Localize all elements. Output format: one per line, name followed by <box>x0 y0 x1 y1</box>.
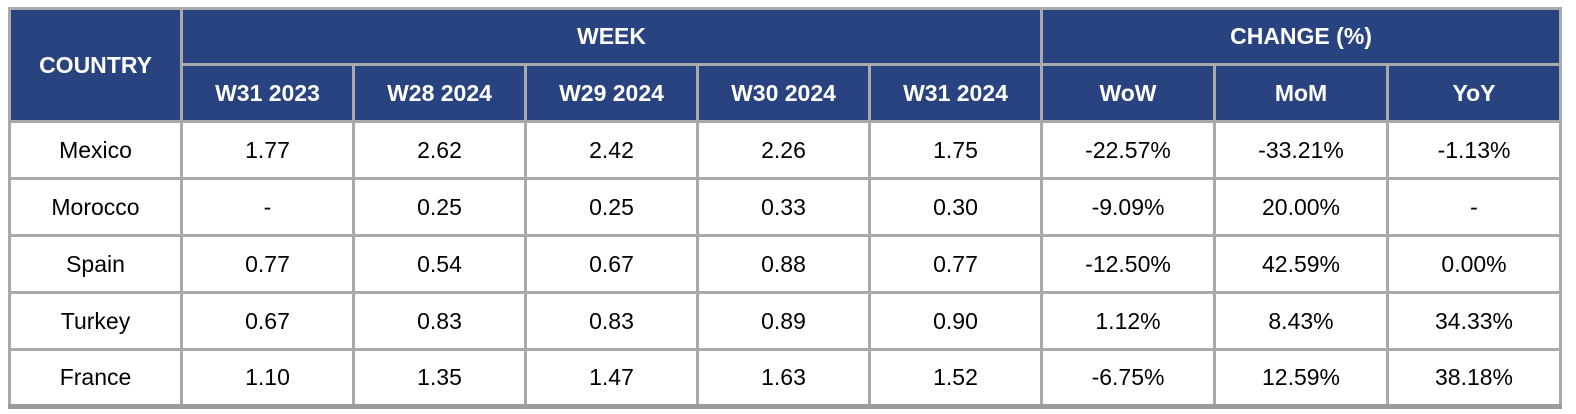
table-cell: -6.75% <box>1040 348 1216 409</box>
table-cell: 0.83 <box>524 291 699 351</box>
table-cell: -9.09% <box>1040 177 1216 237</box>
header-subhead-row: W31 2023 W28 2024 W29 2024 W30 2024 W31 … <box>10 63 1563 123</box>
column-group-week: WEEK <box>180 7 1043 66</box>
table-cell: 0.83 <box>352 291 527 351</box>
table-cell: 1.10 <box>180 348 355 409</box>
table-cell: 0.00% <box>1385 234 1563 294</box>
row-label: France <box>8 348 183 409</box>
column-group-change: CHANGE (%) <box>1039 7 1563 66</box>
table-cell: 1.77 <box>180 120 355 180</box>
table-cell: 2.42 <box>524 120 699 180</box>
table-cell: 0.77 <box>180 234 355 294</box>
table-cell: 8.43% <box>1213 291 1389 351</box>
table-cell: 2.62 <box>352 120 527 180</box>
column-header-w28-2024: W28 2024 <box>352 63 527 123</box>
table-cell: 0.77 <box>868 234 1043 294</box>
row-label: Morocco <box>8 177 183 237</box>
table-cell: 0.67 <box>180 291 355 351</box>
table-row-turkey: Turkey 0.67 0.83 0.83 0.89 0.90 1.12% 8.… <box>8 291 1563 351</box>
table-cell: -33.21% <box>1213 120 1389 180</box>
header-group-row: COUNTRY WEEK CHANGE (%) <box>8 7 1563 123</box>
table-body: Mexico 1.77 2.62 2.42 2.26 1.75 -22.57% … <box>8 120 1563 409</box>
table-cell: -22.57% <box>1040 120 1216 180</box>
column-header-w31-2023: W31 2023 <box>180 63 355 123</box>
table-cell: 42.59% <box>1213 234 1389 294</box>
table-cell: 0.67 <box>524 234 699 294</box>
table-cell: 0.25 <box>524 177 699 237</box>
table-cell: -1.13% <box>1385 120 1563 180</box>
table-cell: - <box>180 177 355 237</box>
table-cell: 1.75 <box>868 120 1043 180</box>
table-container: COUNTRY WEEK CHANGE (%) W31 2023 W28 202… <box>8 7 1563 409</box>
table-cell: 38.18% <box>1385 348 1563 409</box>
table-cell: 1.35 <box>352 348 527 409</box>
table-cell: 0.88 <box>696 234 871 294</box>
table-cell: 1.47 <box>524 348 699 409</box>
table-cell: 1.63 <box>696 348 871 409</box>
table-cell: 12.59% <box>1213 348 1389 409</box>
table-cell: 0.33 <box>696 177 871 237</box>
column-header-country: COUNTRY <box>8 7 183 123</box>
table-cell: 0.30 <box>868 177 1043 237</box>
table-cell: 0.54 <box>352 234 527 294</box>
column-header-yoy: YoY <box>1385 63 1563 123</box>
table-cell: 2.26 <box>696 120 871 180</box>
column-header-w30-2024: W30 2024 <box>696 63 871 123</box>
table-cell: 0.25 <box>352 177 527 237</box>
table-cell: 1.12% <box>1040 291 1216 351</box>
row-label: Spain <box>8 234 183 294</box>
table-header: COUNTRY WEEK CHANGE (%) W31 2023 W28 202… <box>8 7 1563 123</box>
table-cell: 0.89 <box>696 291 871 351</box>
table-row-spain: Spain 0.77 0.54 0.67 0.88 0.77 -12.50% 4… <box>8 234 1563 294</box>
column-header-mom: MoM <box>1213 63 1389 123</box>
row-label: Mexico <box>8 120 183 180</box>
table-cell: -12.50% <box>1040 234 1216 294</box>
table-cell: 20.00% <box>1213 177 1389 237</box>
table-row-morocco: Morocco - 0.25 0.25 0.33 0.30 -9.09% 20.… <box>8 177 1563 237</box>
country-week-change-table: COUNTRY WEEK CHANGE (%) W31 2023 W28 202… <box>8 7 1563 409</box>
table-cell: 0.90 <box>868 291 1043 351</box>
column-header-w29-2024: W29 2024 <box>524 63 699 123</box>
column-header-wow: WoW <box>1040 63 1216 123</box>
table-row-france: France 1.10 1.35 1.47 1.63 1.52 -6.75% 1… <box>8 348 1563 409</box>
table-cell: 34.33% <box>1385 291 1563 351</box>
column-header-w31-2024: W31 2024 <box>868 63 1043 123</box>
table-cell: 1.52 <box>868 348 1043 409</box>
table-row-mexico: Mexico 1.77 2.62 2.42 2.26 1.75 -22.57% … <box>8 120 1563 180</box>
table-cell: - <box>1385 177 1563 237</box>
row-label: Turkey <box>8 291 183 351</box>
